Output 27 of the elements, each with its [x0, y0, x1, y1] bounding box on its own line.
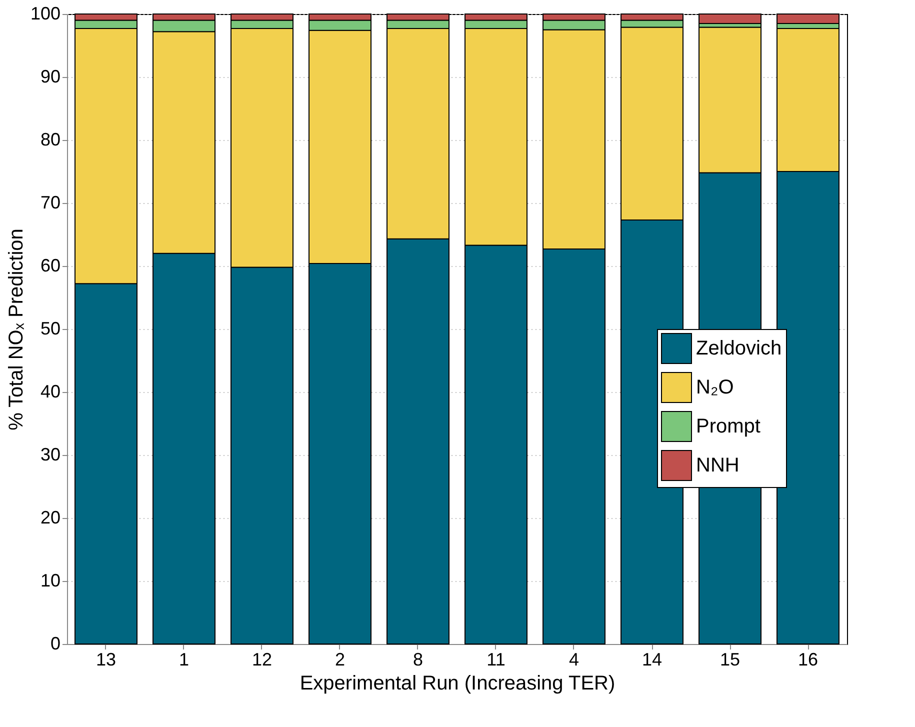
- y-tick-label: 60: [40, 256, 60, 276]
- legend-label: Prompt: [696, 416, 761, 438]
- y-tick-label: 50: [40, 318, 60, 338]
- y-tick-label: 90: [40, 66, 60, 86]
- x-tick-label: 15: [720, 650, 740, 670]
- y-tick-label: 0: [50, 634, 60, 654]
- y-tick-label: 40: [40, 382, 60, 402]
- y-tick-label: 100: [30, 4, 60, 24]
- x-tick-label: 1: [178, 650, 190, 670]
- x-axis-title: Experimental Run (Increasing TER): [300, 672, 616, 694]
- legend-label: NNH: [696, 454, 740, 476]
- legend-label: N₂O: [696, 376, 734, 398]
- x-tick-label: 16: [798, 650, 818, 670]
- y-tick-label: 20: [40, 508, 60, 528]
- y-tick-label: 70: [40, 192, 60, 212]
- x-tick-label: 11: [486, 650, 506, 670]
- y-tick-label: 80: [40, 130, 60, 150]
- x-tick-label: 8: [412, 650, 424, 670]
- x-tick-label: 13: [96, 650, 116, 670]
- x-tick-label: 12: [252, 650, 272, 670]
- legend-label: Zeldovich: [696, 338, 782, 360]
- x-tick-label: 2: [334, 650, 346, 670]
- y-tick-label: 10: [40, 570, 60, 590]
- x-tick-label: 4: [568, 650, 580, 670]
- y-tick-label: 30: [40, 444, 60, 464]
- y-axis-title: % Total NOₓ Prediction: [5, 228, 28, 430]
- x-tick-label: 14: [642, 650, 662, 670]
